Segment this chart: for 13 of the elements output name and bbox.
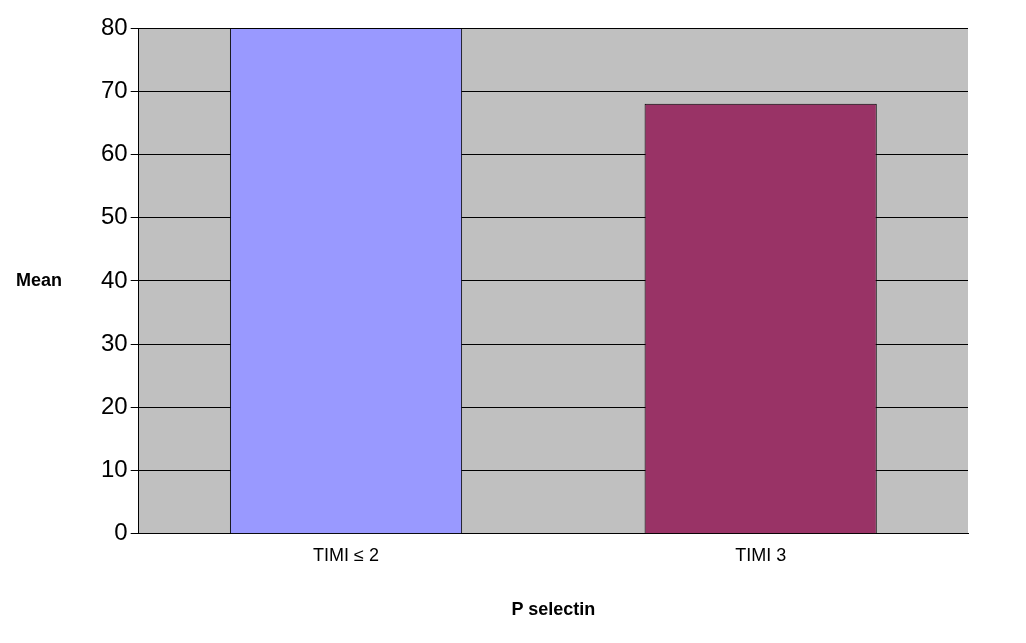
y-tick-label: 70	[100, 75, 128, 103]
x-tick-label: TIMI ≤ 2	[313, 544, 379, 565]
y-tick-label: 10	[100, 455, 128, 483]
y-tick-label: 80	[100, 12, 128, 40]
y-tick-label: 0	[114, 518, 128, 546]
y-axis-title: Mean	[16, 269, 63, 290]
y-tick-label: 20	[100, 391, 128, 419]
y-tick-label: 60	[100, 139, 128, 167]
x-tick-label: TIMI 3	[735, 544, 787, 565]
y-tick-label: 40	[100, 265, 128, 293]
y-tick-label: 50	[100, 202, 128, 230]
y-tick-label: 30	[100, 328, 128, 356]
x-axis-title: P selectin	[511, 599, 596, 620]
